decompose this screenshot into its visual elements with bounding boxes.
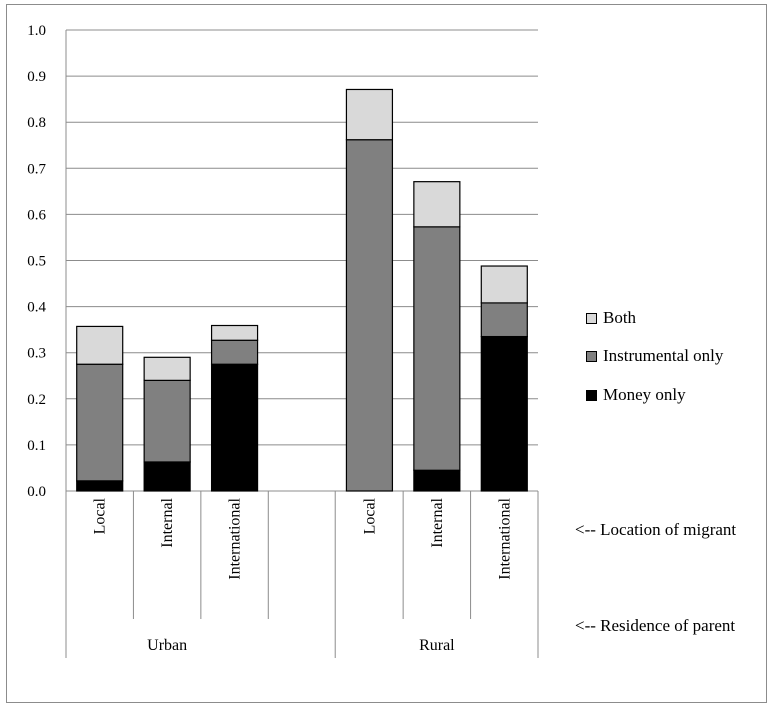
x-tick-label: International bbox=[227, 497, 244, 579]
x-tick-label: Internal bbox=[159, 497, 176, 547]
chart-frame bbox=[6, 4, 767, 703]
legend-item-instrumental: Instrumental only bbox=[586, 346, 723, 366]
bar-segment bbox=[413, 226, 461, 471]
bar-segment bbox=[413, 469, 461, 492]
x-tick-label: International bbox=[496, 497, 513, 579]
legend-swatch-instrumental bbox=[586, 350, 597, 362]
bar-segment bbox=[413, 181, 461, 228]
legend-label-both: Both bbox=[603, 308, 637, 327]
bar-segment bbox=[143, 356, 191, 381]
y-tick-label: 0.5 bbox=[27, 254, 46, 270]
y-tick-label: 0.0 bbox=[27, 484, 46, 500]
bar-segment bbox=[143, 461, 191, 492]
legend-label-money: Money only bbox=[603, 385, 686, 404]
legend-swatch-money bbox=[586, 389, 597, 401]
bar-segment bbox=[76, 480, 124, 492]
bar-segment bbox=[210, 363, 259, 492]
x-tick-label: Local bbox=[361, 497, 378, 534]
bar-segment bbox=[210, 339, 259, 365]
legend-item-money: Money only bbox=[586, 385, 686, 405]
y-tick-label: 0.4 bbox=[27, 300, 46, 316]
y-tick-label: 0.7 bbox=[27, 161, 46, 177]
bar-segment bbox=[345, 139, 394, 492]
bar-segment bbox=[210, 324, 259, 341]
bar-segment bbox=[76, 325, 124, 365]
y-tick-label: 0.3 bbox=[27, 346, 46, 362]
annotation-location: <-- Location of migrant bbox=[575, 520, 737, 539]
legend-item-both: Both bbox=[586, 308, 636, 328]
y-tick-label: 0.2 bbox=[27, 392, 46, 408]
group-label: Urban bbox=[147, 637, 187, 654]
group-label: Rural bbox=[419, 637, 455, 654]
legend-label-instrumental: Instrumental only bbox=[603, 346, 724, 365]
y-tick-label: 0.8 bbox=[27, 115, 46, 131]
bar-segment bbox=[480, 265, 528, 304]
y-tick-label: 1.0 bbox=[27, 23, 46, 39]
x-tick-label: Internal bbox=[429, 497, 446, 547]
bar-segment bbox=[480, 335, 528, 492]
y-tick-label: 0.1 bbox=[27, 438, 46, 454]
legend-swatch-both bbox=[586, 312, 597, 324]
x-tick-label: Local bbox=[92, 497, 109, 534]
bar-segment bbox=[76, 363, 124, 482]
y-tick-label: 0.9 bbox=[27, 69, 46, 85]
annotation-residence: <-- Residence of parent bbox=[575, 616, 736, 635]
y-tick-label: 0.6 bbox=[27, 207, 46, 223]
bar-segment bbox=[143, 379, 191, 463]
bar-segment bbox=[345, 88, 394, 141]
bar-segment bbox=[480, 302, 528, 338]
